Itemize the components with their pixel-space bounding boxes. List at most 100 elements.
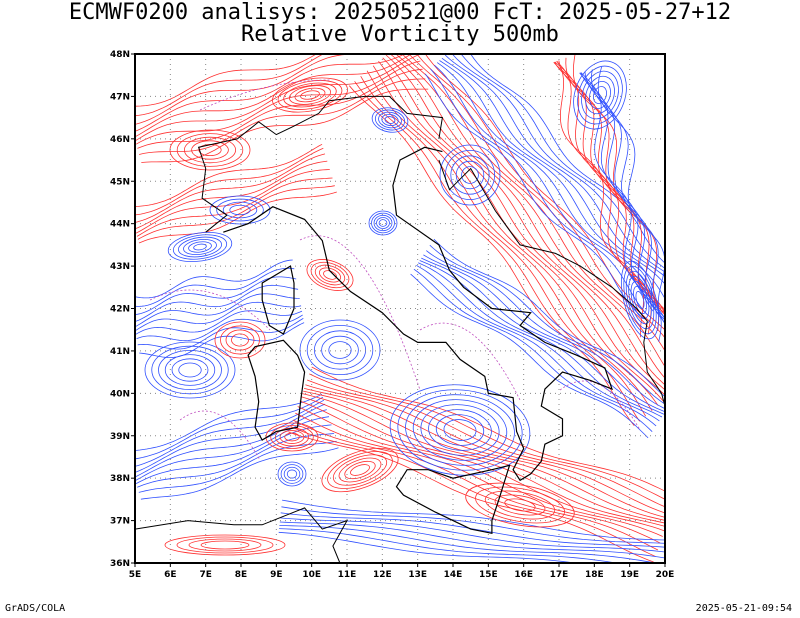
lon-tick-label: 14E	[444, 570, 463, 580]
vorticity-contour	[494, 494, 546, 516]
vorticity-contour	[135, 284, 299, 322]
lon-tick-label: 9E	[270, 570, 282, 580]
vorticity-contour	[620, 260, 660, 340]
vorticity-contour	[135, 169, 330, 234]
vorticity-contour	[350, 464, 370, 476]
vorticity-contour	[309, 373, 665, 500]
vorticity-contour	[436, 62, 660, 306]
vorticity-contour	[435, 414, 485, 446]
vorticity-contour	[451, 54, 665, 273]
vorticity-contour	[137, 318, 304, 350]
vorticity-contour	[366, 70, 653, 412]
vorticity-contour	[556, 60, 645, 338]
vorticity-contour	[220, 325, 260, 355]
vorticity-contour	[338, 457, 382, 483]
vorticity-contour	[138, 440, 337, 493]
vorticity-contour	[277, 80, 343, 110]
vorticity-contour	[214, 321, 266, 359]
coastline	[135, 507, 349, 563]
lat-lon-grid	[135, 54, 665, 563]
vorticity-contour	[423, 254, 665, 413]
vorticity-contour	[465, 482, 575, 528]
vorticity-contour	[225, 329, 255, 351]
vorticity-contour	[169, 129, 251, 171]
lat-tick-label: 48N	[110, 50, 130, 60]
vorticity-contour	[558, 60, 665, 312]
vorticity-contour	[302, 393, 665, 524]
lon-tick-label: 18E	[585, 570, 604, 580]
vorticity-contour	[135, 403, 326, 473]
lon-tick-label: 17E	[550, 570, 569, 580]
lat-tick-label: 45N	[110, 177, 130, 187]
vorticity-contour	[200, 540, 250, 550]
vorticity-contour	[382, 57, 665, 396]
lon-tick-label: 19E	[620, 570, 639, 580]
vorticity-contour	[373, 214, 393, 232]
vorticity-contour	[135, 393, 323, 451]
vorticity-contour	[589, 81, 611, 109]
lat-tick-label: 37N	[110, 517, 130, 527]
vorticity-contour	[231, 333, 249, 347]
vorticity-contour	[280, 464, 304, 484]
vorticity-contour	[314, 264, 346, 286]
vorticity-contour	[374, 109, 406, 131]
latitude-tick-labels: 36N 37N 38N 39N 40N 41N 42N 43N 44N 45N 46N 47N 48N	[110, 50, 135, 569]
coastline	[261, 265, 295, 335]
vorticity-contour	[135, 396, 324, 460]
title-line-2: Relative Vorticity 500mb	[241, 22, 559, 47]
vorticity-contour	[135, 153, 326, 223]
vorticity-contour	[593, 86, 607, 104]
footer-timestamp: 2025-05-21-09:54	[695, 603, 792, 614]
vorticity-contour	[265, 422, 319, 452]
lon-tick-label: 5E	[129, 570, 141, 580]
vorticity-contour	[282, 499, 665, 541]
vorticity-contour	[321, 335, 359, 365]
vorticity-contour	[288, 431, 654, 563]
vorticity-contour	[171, 358, 209, 382]
vorticity-contour	[311, 366, 665, 492]
vorticity-contour	[283, 466, 301, 482]
vorticity-contour	[470, 54, 665, 264]
vorticity-contour	[633, 285, 647, 315]
vorticity-contour	[135, 399, 325, 467]
vorticity-contour	[297, 406, 663, 537]
vorticity-contour	[573, 60, 627, 130]
lon-tick-label: 7E	[199, 570, 211, 580]
coastlines	[135, 95, 665, 563]
vorticity-contour	[572, 54, 665, 316]
vorticity-contours	[135, 54, 665, 563]
vorticity-contour	[430, 68, 649, 316]
vorticity-contour	[178, 362, 202, 378]
vorticity-contour	[135, 276, 297, 316]
vorticity-contour	[401, 54, 665, 368]
vorticity-contour	[299, 319, 381, 381]
vorticity-contour	[306, 324, 374, 375]
vorticity-contour	[444, 149, 495, 200]
coastline	[395, 464, 511, 535]
coastline	[438, 159, 665, 407]
vorticity-contour	[426, 250, 665, 410]
vorticity-contour	[222, 201, 258, 219]
lon-tick-label: 15E	[479, 570, 498, 580]
lat-tick-label: 38N	[110, 474, 130, 484]
vorticity-contour	[280, 517, 665, 553]
vorticity-contour	[444, 54, 665, 277]
vorticity-contour	[460, 54, 665, 269]
vorticity-contour	[229, 204, 251, 216]
vorticity-contour	[443, 419, 477, 441]
vorticity-contour	[135, 416, 330, 482]
vorticity-contour	[278, 531, 578, 563]
vorticity-contour	[318, 267, 342, 283]
vorticity-contour	[135, 143, 323, 207]
vorticity-contour	[135, 54, 406, 132]
vorticity-contour	[332, 454, 388, 486]
vorticity-contour	[381, 113, 399, 127]
vorticity-contour	[385, 54, 665, 391]
vorticity-contour	[389, 384, 531, 476]
zero-contour	[149, 289, 271, 331]
vorticity-contour	[280, 512, 665, 548]
vorticity-contour	[384, 116, 396, 124]
vorticity-contour	[439, 144, 501, 206]
vorticity-contour	[585, 75, 615, 115]
vorticity-contour	[328, 341, 352, 359]
